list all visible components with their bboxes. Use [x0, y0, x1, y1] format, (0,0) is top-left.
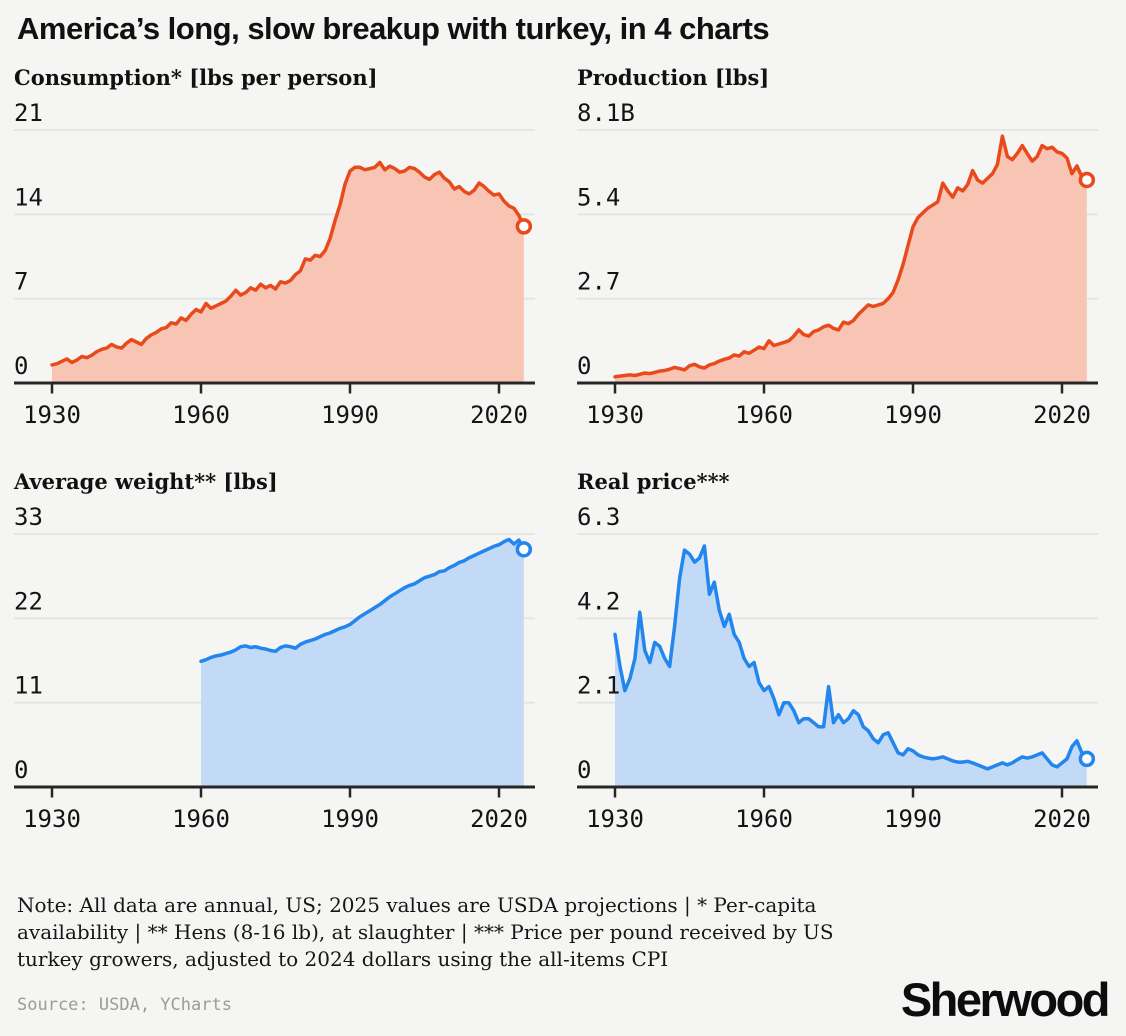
svg-text:7: 7: [14, 268, 28, 296]
svg-text:1990: 1990: [884, 401, 942, 429]
svg-text:1990: 1990: [321, 401, 379, 429]
svg-text:1930: 1930: [23, 805, 81, 833]
svg-text:2020: 2020: [470, 401, 528, 429]
page-title: America’s long, slow breakup with turkey…: [17, 11, 770, 46]
production-chart: 1930 1960 1990 2020 8.1B 5.4 2.7 0: [577, 99, 1098, 429]
svg-text:0: 0: [14, 756, 28, 784]
footnote-line-3: turkey growers, adjusted to 2024 dollars…: [17, 947, 669, 971]
svg-text:8.1B: 8.1B: [577, 99, 635, 127]
svg-text:1930: 1930: [23, 401, 81, 429]
svg-text:11: 11: [14, 672, 43, 700]
consumption-chart-title: Consumption* [lbs per person]: [14, 65, 378, 90]
footnote-line-2: availability | ** Hens (8-16 lb), at sla…: [17, 920, 834, 944]
svg-text:14: 14: [14, 183, 43, 211]
svg-text:2020: 2020: [470, 805, 528, 833]
svg-text:2.7: 2.7: [577, 268, 620, 296]
real-price-chart-cell: Real price*** 1930 1960 1990 2020 6.3 4.2 2.1 0: [563, 468, 1126, 856]
svg-text:33: 33: [14, 503, 43, 531]
source-credit: Source: USDA, YCharts: [17, 995, 232, 1015]
svg-text:2.1: 2.1: [577, 672, 620, 700]
svg-text:2020: 2020: [1033, 401, 1091, 429]
svg-text:0: 0: [577, 756, 591, 784]
average-weight-chart: 1930 1960 1990 2020 33 22 11 0: [14, 503, 535, 833]
sherwood-logo: Sherwood: [900, 973, 1111, 1026]
real-price-chart: 1930 1960 1990 2020 6.3 4.2 2.1 0: [577, 503, 1098, 833]
average-weight-chart-title: Average weight** [lbs]: [14, 469, 278, 494]
real-price-chart-title: Real price***: [577, 469, 730, 494]
svg-text:1990: 1990: [884, 805, 942, 833]
svg-text:1960: 1960: [735, 401, 793, 429]
svg-text:1960: 1960: [172, 805, 230, 833]
svg-text:2020: 2020: [1033, 805, 1091, 833]
average-weight-chart-cell: Average weight** [lbs] 1930 1960 1990 2020 3…: [0, 468, 563, 856]
production-chart-cell: Production [lbs] 1930 1960 1990 2020 8.1B 5.4…: [563, 64, 1126, 452]
svg-text:0: 0: [14, 352, 28, 380]
svg-text:0: 0: [577, 352, 591, 380]
footnote-line-1: Note: All data are annual, US; 2025 valu…: [17, 893, 817, 917]
footer: Source: USDA, YCharts Sherwood: [0, 973, 1126, 1026]
svg-text:4.2: 4.2: [577, 587, 620, 615]
footnote: Note: All data are annual, US; 2025 valu…: [17, 892, 1126, 973]
svg-text:21: 21: [14, 99, 43, 127]
svg-text:1930: 1930: [586, 805, 644, 833]
svg-text:6.3: 6.3: [577, 503, 620, 531]
consumption-chart: 1930 1960 1990 2020 21 14 7 0: [14, 99, 535, 429]
svg-text:22: 22: [14, 587, 43, 615]
turkey-charts-page: { "page": { "title": "America\u2019s lon…: [0, 10, 1126, 1036]
svg-text:1960: 1960: [172, 401, 230, 429]
svg-text:5.4: 5.4: [577, 183, 620, 211]
svg-text:1960: 1960: [735, 805, 793, 833]
production-chart-title: Production [lbs]: [577, 65, 770, 90]
svg-text:1930: 1930: [586, 401, 644, 429]
charts-grid: Consumption* [lbs per person] 1930 1960 19…: [0, 64, 1126, 856]
consumption-chart-cell: Consumption* [lbs per person] 1930 1960 19…: [0, 64, 563, 452]
svg-text:1990: 1990: [321, 805, 379, 833]
